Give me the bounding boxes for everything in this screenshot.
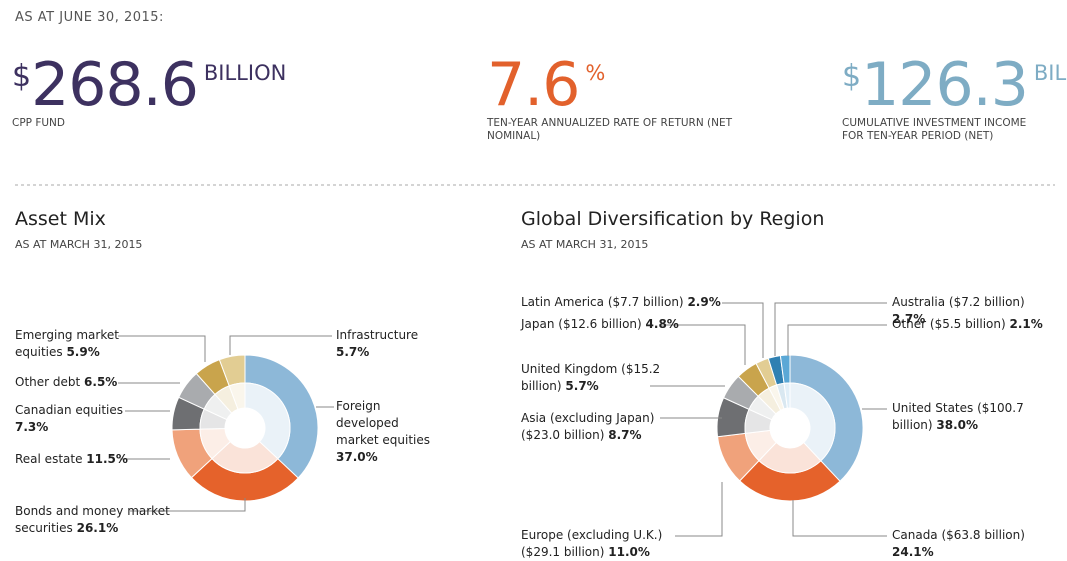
slice-value: 8.7% xyxy=(608,428,642,442)
slice-name: United Kingdom ($15.2 billion) xyxy=(521,362,661,393)
slice-value: 2.1% xyxy=(1009,317,1043,331)
slice-label: Infrastructure 5.7% xyxy=(336,327,431,361)
slice-name: Canadian equities xyxy=(15,403,124,417)
kpi-currency: $ xyxy=(842,59,862,94)
slice-name: Australia ($7.2 billion) xyxy=(892,295,1025,309)
kpi-figure: 7.6% xyxy=(487,55,747,115)
kpi-label: CUMULATIVE INVESTMENT INCOME FOR TEN-YEA… xyxy=(842,117,1027,142)
slice-label: Real estate 11.5% xyxy=(15,451,175,468)
slice-name: Asia (excluding Japan) ($23.0 billion) xyxy=(521,411,655,442)
kpi: 7.6% TEN-YEAR ANNUALIZED RATE OF RETURN (… xyxy=(487,55,747,143)
slice-value: 2.7% xyxy=(892,312,926,326)
slice-label: Other debt 6.5% xyxy=(15,374,175,391)
slice-label: United States ($100.7 billion) 38.0% xyxy=(892,400,1052,434)
slice-value: 11.0% xyxy=(608,545,650,559)
kpi: $126.3BILLIONCUMULATIVE INVESTMENT INCOM… xyxy=(842,55,1067,143)
leader-line xyxy=(787,324,887,356)
slice-name: Foreign developed market equities xyxy=(336,399,431,447)
slice-name: Other ($5.5 billion) xyxy=(892,317,1006,331)
slice-value: 5.7% xyxy=(565,379,599,393)
slice-value: 6.5% xyxy=(84,375,118,389)
chart-subtitle: AS AT MARCH 31, 2015 xyxy=(15,238,143,251)
kpi-figure: $268.6 BILLION xyxy=(12,55,286,115)
slice-label: Canadian equities 7.3% xyxy=(15,402,140,436)
slice-label: United Kingdom ($15.2 billion) 5.7% xyxy=(521,361,661,395)
slice-name: Europe (excluding U.K.) ($29.1 billion) xyxy=(521,528,663,559)
slice-label: Other ($5.5 billion) 2.1% xyxy=(892,316,1057,333)
slice-label: Foreign developed market equities 37.0% xyxy=(336,398,431,466)
slice-name: Infrastructure xyxy=(336,328,419,342)
slice-name: Other debt xyxy=(15,375,81,389)
chart-title: Global Diversification by Region xyxy=(521,208,825,230)
slice-name: Japan ($12.6 billion) xyxy=(521,317,642,331)
date: AS AT JUNE 30, 2015: xyxy=(15,10,164,25)
slice-name: Latin America ($7.7 billion) xyxy=(521,295,684,309)
kpi-value: 126.3 xyxy=(861,50,1029,120)
donut-hole xyxy=(225,408,265,448)
kpi-unit: BILLION xyxy=(203,61,287,85)
kpi-unit: BILLION xyxy=(1033,61,1067,85)
slice-name: Bonds and money market securities xyxy=(15,504,170,535)
slice-value: 38.0% xyxy=(936,418,979,432)
slice-value: 7.3% xyxy=(15,420,49,434)
chart-subtitle: AS AT MARCH 31, 2015 xyxy=(521,238,649,251)
leader-line xyxy=(229,335,332,355)
kpi-value: 268.6 xyxy=(31,50,199,120)
slice-value: 2.9% xyxy=(687,295,721,309)
kpi-value: 7.6 xyxy=(487,50,580,120)
slice-label: Europe (excluding U.K.) ($29.1 billion) … xyxy=(521,527,681,561)
slice-name: Emerging market equities xyxy=(15,328,119,359)
slice-value: 5.9% xyxy=(66,345,100,359)
slice-value: 5.7% xyxy=(336,345,370,359)
slice-value: 26.1% xyxy=(76,521,119,535)
leader-line xyxy=(660,324,746,365)
slice-value: 11.5% xyxy=(86,452,128,466)
kpi-figure: $126.3BILLION xyxy=(842,55,1067,115)
leader-line xyxy=(774,302,887,356)
kpi-unit: % xyxy=(585,61,606,85)
slice-label: Bonds and money market securities 26.1% xyxy=(15,503,175,537)
leader-line xyxy=(722,302,764,358)
slice-label: Australia ($7.2 billion) 2.7% xyxy=(892,294,1057,328)
slice-label: Asia (excluding Japan) ($23.0 billion) 8… xyxy=(521,410,671,444)
slice-label: Japan ($12.6 billion) 4.8% xyxy=(521,316,731,333)
slice-label: Canada ($63.8 billion) 24.1% xyxy=(892,527,1062,561)
slice-name: Canada ($63.8 billion) xyxy=(892,528,1025,542)
leader-line xyxy=(118,335,206,362)
kpi: $268.6 BILLION CPP FUND xyxy=(12,55,286,130)
leader-line xyxy=(675,482,723,537)
slice-name: United States ($100.7 billion) xyxy=(892,401,1024,432)
leader-line xyxy=(792,500,887,537)
kpi-label: CPP FUND xyxy=(12,117,65,129)
kpi-currency: $ xyxy=(12,59,32,94)
slice-label: Emerging market equities 5.9% xyxy=(15,327,130,361)
leader-line xyxy=(130,498,246,512)
donut-hole xyxy=(770,408,810,448)
slice-value: 37.0% xyxy=(336,450,378,464)
chart-title: Asset Mix xyxy=(15,208,106,230)
slice-value: 4.8% xyxy=(645,317,679,331)
slice-value: 24.1% xyxy=(892,545,934,559)
kpi-label: TEN-YEAR ANNUALIZED RATE OF RETURN (NET … xyxy=(487,117,733,142)
slice-label: Latin America ($7.7 billion) 2.9% xyxy=(521,294,731,311)
slice-name: Real estate xyxy=(15,452,83,466)
